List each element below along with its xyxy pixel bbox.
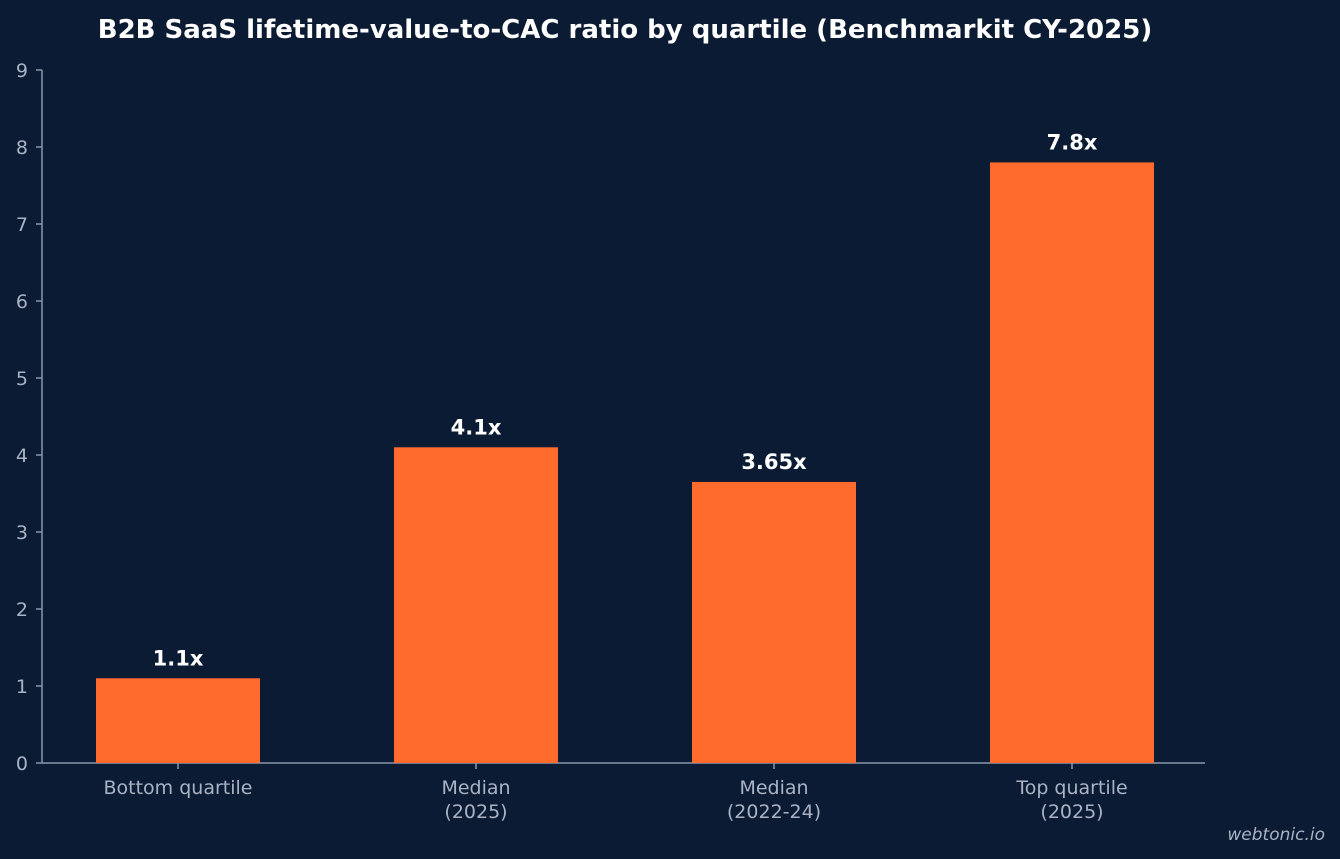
- bar-data-label: 7.8x: [1047, 130, 1098, 154]
- bar-data-label: 3.65x: [741, 450, 807, 474]
- x-tick-label: Median: [739, 777, 808, 799]
- y-tick-label: 3: [16, 522, 28, 544]
- watermark: webtonic.io: [1227, 825, 1325, 845]
- x-tick-label: Median: [441, 777, 510, 799]
- y-tick-label: 4: [16, 445, 28, 467]
- bar: [394, 447, 558, 763]
- bars: [96, 162, 1154, 763]
- x-tick-label: (2022-24): [727, 801, 821, 823]
- y-tick-label: 6: [16, 291, 28, 313]
- bar-data-label: 1.1x: [153, 646, 204, 670]
- x-tick-label: (2025): [1040, 801, 1103, 823]
- y-tick-label: 9: [16, 60, 28, 82]
- y-tick-label: 0: [16, 753, 28, 775]
- chart-title: B2B SaaS lifetime-value-to-CAC ratio by …: [98, 15, 1152, 45]
- y-tick-label: 2: [16, 599, 28, 621]
- bar: [692, 481, 856, 763]
- y-tick-label: 7: [16, 214, 28, 236]
- x-tick-label: (2025): [444, 801, 507, 823]
- bar: [990, 162, 1154, 763]
- y-tick-label: 5: [16, 368, 28, 390]
- y-tick-label: 8: [16, 137, 28, 159]
- bar: [96, 678, 260, 763]
- x-tick-label: Bottom quartile: [104, 777, 253, 799]
- y-tick-label: 1: [16, 676, 28, 698]
- bar-data-label: 4.1x: [451, 415, 502, 439]
- x-tick-label: Top quartile: [1015, 777, 1127, 799]
